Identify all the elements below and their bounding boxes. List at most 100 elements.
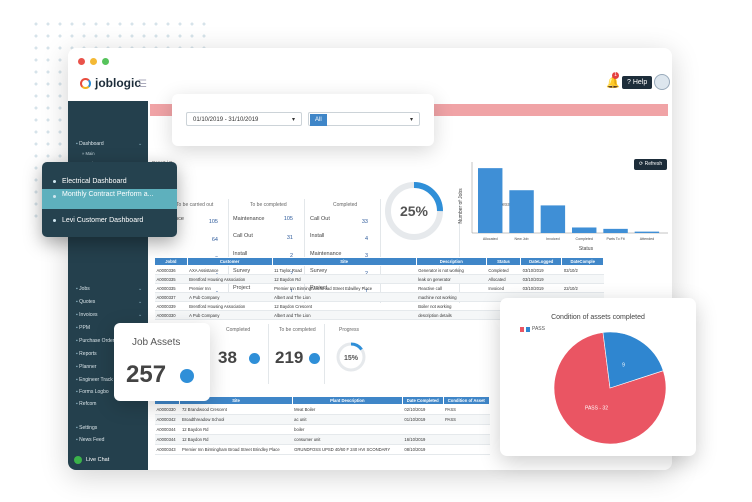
close-dot[interactable] bbox=[78, 58, 85, 65]
chevron-down-icon[interactable]: ⌄ bbox=[138, 141, 143, 147]
table-cell: leak on generator bbox=[416, 274, 487, 284]
dashboard-menu-item[interactable]: Electrical Dashboard bbox=[42, 174, 177, 189]
table-row[interactable]: A0000343 Premier Inn Birmingham Broad Str… bbox=[154, 444, 490, 455]
avatar[interactable] bbox=[654, 74, 670, 90]
pie-slice[interactable] bbox=[602, 331, 664, 389]
status-filter-select[interactable]: All ▾ bbox=[308, 112, 420, 126]
table-cell: A Pub Company bbox=[187, 310, 273, 320]
table-cell: A Pub Company bbox=[187, 292, 273, 302]
maximize-dot[interactable] bbox=[102, 58, 109, 65]
bell-icon[interactable]: 🔔 1 bbox=[606, 72, 620, 89]
bar-chart-xlabel: Status bbox=[579, 246, 594, 252]
carried-out-row-label: ance bbox=[172, 216, 184, 222]
table-cell: PASS bbox=[443, 404, 490, 415]
jobs-table-header: JobId Customer Site Description Status D… bbox=[154, 257, 604, 266]
table-cell: Albert and The Lion bbox=[272, 310, 417, 320]
col-header[interactable]: Customer bbox=[186, 257, 273, 266]
minimize-dot[interactable] bbox=[90, 58, 97, 65]
sidebar-item-reports[interactable]: Reports bbox=[76, 351, 97, 357]
table-cell: 03/10/2019 bbox=[520, 283, 562, 293]
pie-slice-label: PASS - 32 bbox=[585, 405, 608, 411]
table-cell bbox=[402, 424, 444, 435]
dashboard-menu-item-active[interactable]: Monthly Contract Perform a... bbox=[42, 189, 177, 209]
sidebar-item-purchase-orders[interactable]: Purchase Orders bbox=[76, 338, 117, 344]
sidebar-item-forms-logbook[interactable]: Forms Logbo bbox=[76, 389, 108, 395]
table-row[interactable]: A0000344 12 Baydon Rd boiler bbox=[154, 424, 490, 435]
date-range-select[interactable]: 01/10/2019 - 31/10/2019 ▾ bbox=[186, 112, 302, 126]
sidebar-item-refcom[interactable]: Refcom bbox=[76, 401, 96, 407]
table-row[interactable]: A0000344 12 Baydon Rd consumer unit 16/10/2… bbox=[154, 434, 490, 445]
sidebar-item-jobs[interactable]: Jobs bbox=[76, 286, 90, 292]
assets-table: Site Plant Description Date Completed Co… bbox=[153, 396, 491, 455]
col-header[interactable]: DateComple bbox=[561, 257, 604, 266]
sidebar-item-news-feed[interactable]: News Feed bbox=[76, 437, 104, 443]
table-row[interactable]: A0000336 AXA Assistance 11 Taylor Road Gene… bbox=[154, 265, 604, 275]
col-header[interactable]: Description bbox=[415, 257, 487, 266]
status-filter-value: All bbox=[310, 114, 327, 126]
help-label: Help bbox=[632, 79, 648, 86]
col-header[interactable]: DateLogged bbox=[520, 257, 563, 266]
bar[interactable] bbox=[634, 231, 660, 233]
pie-chart-title: Condition of assets completed bbox=[551, 314, 645, 321]
table-row[interactable]: A0000330 72 Brandwood Crescent Meat Boiler… bbox=[154, 404, 490, 415]
table-cell: A0000335 bbox=[154, 274, 188, 284]
bar[interactable] bbox=[509, 190, 534, 233]
table-row[interactable]: A0000342 Broadthreadow School ac unit 01/10… bbox=[154, 414, 490, 425]
help-button[interactable]: ? Help bbox=[622, 76, 653, 89]
col-header[interactable]: JobId bbox=[154, 257, 188, 266]
col-header[interactable]: Condition of Asset bbox=[442, 396, 491, 405]
legend-swatch bbox=[520, 326, 524, 332]
bar[interactable] bbox=[572, 227, 597, 233]
jobs-status-bar-chart: Number of Jobs Status Allocated New Job In… bbox=[458, 162, 668, 252]
chevron-down-icon[interactable]: ⌄ bbox=[138, 286, 143, 292]
table-cell: ac unit bbox=[292, 414, 403, 425]
chevron-down-icon[interactable]: ⌄ bbox=[138, 299, 143, 305]
bar[interactable] bbox=[603, 228, 628, 233]
assets-to-complete-label: To be completed bbox=[279, 327, 316, 333]
job-assets-total: 257 bbox=[126, 361, 167, 388]
progress-gauge: 25% bbox=[385, 182, 443, 240]
to-be-completed-row-value: 2 bbox=[289, 253, 293, 259]
dashboard-menu-item[interactable]: Levi Customer Dashboard bbox=[42, 213, 177, 228]
gauge-percent: 25% bbox=[400, 203, 429, 219]
to-be-completed-row-value: 31 bbox=[286, 235, 293, 241]
col-header[interactable]: Site bbox=[271, 257, 417, 266]
sidebar-item-settings[interactable]: Settings bbox=[76, 425, 97, 431]
col-header[interactable]: Date Completed bbox=[401, 396, 444, 405]
table-cell: Premier Inn Birmingham Broad Street Edwi… bbox=[272, 283, 417, 293]
live-chat-button[interactable]: Live Chat bbox=[74, 456, 109, 464]
assets-progress-gauge: 15% bbox=[336, 342, 366, 372]
sidebar-item-planner[interactable]: Planner bbox=[76, 364, 96, 370]
table-row[interactable]: A0000335 Premier Inn Premier Inn Birmingha… bbox=[154, 283, 604, 293]
caret-down-icon: ▾ bbox=[291, 117, 295, 123]
asset-condition-pie-card: Condition of assets completed PASS PASS … bbox=[500, 298, 696, 456]
gauge-fill bbox=[385, 182, 443, 240]
sidebar-item-ppm[interactable]: PPM bbox=[76, 325, 90, 331]
chevron-down-icon[interactable]: ⌄ bbox=[138, 312, 143, 318]
col-header[interactable]: Status bbox=[485, 257, 522, 266]
table-cell: 12 Baydon Rd bbox=[179, 434, 293, 445]
bar[interactable] bbox=[478, 168, 503, 233]
brand-logo[interactable]: joblogic bbox=[80, 76, 141, 90]
column-divider bbox=[228, 199, 229, 303]
refresh-button[interactable]: ⟳ Refresh bbox=[634, 159, 668, 170]
sidebar-subitem-main[interactable]: Main bbox=[82, 151, 95, 156]
table-row[interactable]: A0000335 Brentford Housing Association 12 … bbox=[154, 274, 604, 284]
table-cell: Premier Inn Birmingham Broad Street Brin… bbox=[179, 444, 293, 455]
jobs-table: JobId Customer Site Description Status D… bbox=[154, 257, 604, 320]
sidebar-item-dashboard[interactable]: Dashboard bbox=[76, 141, 103, 147]
completed-row-label: Call Out bbox=[310, 216, 330, 222]
gauge-percent: 15% bbox=[344, 355, 359, 362]
table-cell: Invoiced bbox=[486, 283, 521, 293]
table-cell: A0000330 bbox=[154, 404, 180, 415]
bar[interactable] bbox=[540, 205, 566, 233]
sidebar-item-invoices[interactable]: Invoices bbox=[76, 312, 97, 318]
col-header[interactable]: Plant Description bbox=[291, 396, 403, 405]
bar-category-label: Allocated bbox=[483, 237, 498, 241]
table-cell: Premier Inn bbox=[187, 283, 273, 293]
sidebar-item-engineer-track[interactable]: Engineer Track bbox=[76, 377, 113, 383]
window-controls bbox=[78, 58, 109, 65]
table-cell bbox=[443, 444, 490, 455]
sidebar-item-quotes[interactable]: Quotes bbox=[76, 299, 95, 305]
menu-toggle-icon[interactable]: ☰ bbox=[138, 79, 147, 90]
